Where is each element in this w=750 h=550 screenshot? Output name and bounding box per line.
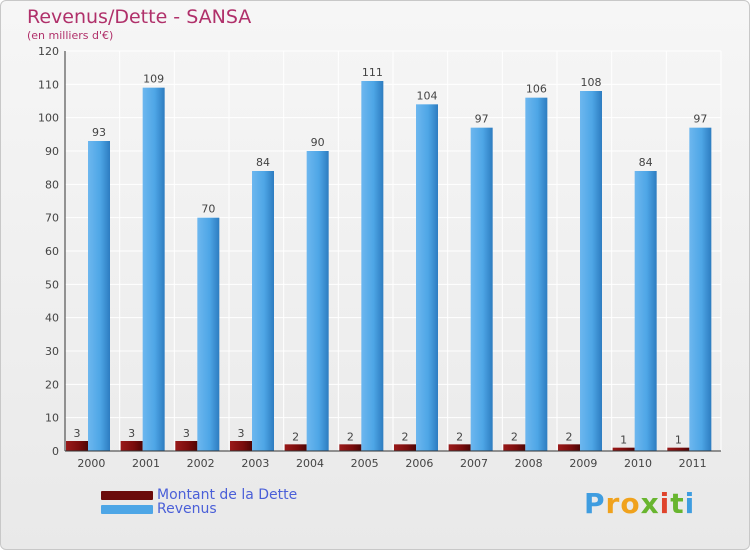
bar-debt: [612, 447, 635, 451]
data-label-revenus: 106: [526, 83, 547, 96]
y-tick-label: 20: [45, 378, 59, 391]
data-label-debt: 1: [675, 434, 682, 447]
legend-item-debt: Montant de la Dette: [101, 487, 297, 503]
x-tick-label: 2010: [624, 457, 652, 470]
x-tick-label: 2007: [460, 457, 488, 470]
bar-debt: [558, 444, 580, 451]
y-tick-label: 0: [52, 445, 59, 458]
data-label-revenus: 97: [475, 113, 489, 126]
bar-debt: [394, 444, 416, 451]
axis-layer: 0 10 20 30 40 50 60 70 80 90 100 110 120 2000 2001 2002…: [38, 45, 721, 470]
bar-chart: 3 93 3 109 3 70 3 84 2 90 2 111 2 104 2 97 2 106 2 108 1 84 1 9…: [38, 45, 722, 470]
bar-debt: [503, 444, 526, 451]
proxiti-logo: Proxiti: [584, 487, 696, 520]
bar-revenus: [197, 217, 220, 451]
bar-debt: [284, 444, 307, 451]
bar-revenus: [525, 97, 548, 452]
bar-debt: [339, 444, 362, 451]
legend-item-revenus: Revenus: [101, 501, 217, 517]
bar-revenus: [142, 87, 165, 452]
labels-layer: 3 93 3 109 3 70 3 84 2 90 2 111 2 104 2 97 2 106 2 108 1 84 1 9…: [74, 66, 708, 447]
legend-label-debt: Montant de la Dette: [157, 487, 298, 503]
grid-layer: [64, 50, 722, 452]
data-label-debt: 3: [128, 427, 135, 440]
bar-debt: [175, 441, 198, 451]
x-tick-label: 2009: [569, 457, 597, 470]
bar-revenus: [306, 151, 329, 451]
y-tick-label: 60: [45, 245, 59, 258]
x-tick-label: 2008: [515, 457, 543, 470]
bar-debt: [448, 444, 471, 451]
bar-debt: [120, 441, 143, 451]
data-label-revenus: 97: [693, 113, 707, 126]
y-tick-label: 50: [45, 278, 59, 291]
bar-revenus: [580, 91, 602, 451]
bar-revenus: [416, 104, 438, 451]
data-label-revenus: 104: [417, 89, 438, 102]
data-label-revenus: 111: [362, 66, 383, 79]
bars-layer: [66, 81, 712, 452]
y-tick-label: 120: [38, 45, 59, 58]
bar-revenus: [361, 81, 384, 451]
bar-debt: [230, 441, 252, 451]
chart-title: Revenus/Dette - SANSA: [27, 6, 252, 28]
data-label-revenus: 109: [143, 73, 164, 86]
data-label-debt: 2: [566, 430, 573, 443]
x-tick-label: 2001: [132, 457, 160, 470]
bar-debt: [66, 441, 88, 451]
x-tick-label: 2011: [679, 457, 707, 470]
x-tick-label: 2002: [187, 457, 215, 470]
data-label-revenus: 108: [581, 76, 602, 89]
y-tick-label: 90: [45, 145, 59, 158]
x-tick-label: 2000: [77, 457, 105, 470]
bar-revenus: [689, 127, 712, 452]
data-label-debt: 2: [402, 430, 409, 443]
x-tick-label: 2006: [405, 457, 433, 470]
bar-revenus: [634, 171, 657, 451]
y-tick-label: 10: [45, 412, 59, 425]
data-label-revenus: 84: [639, 156, 653, 169]
x-tick-label: 2003: [241, 457, 269, 470]
data-label-debt: 3: [183, 427, 190, 440]
data-label-debt: 3: [74, 427, 81, 440]
x-tick-label: 2004: [296, 457, 324, 470]
y-tick-label: 110: [38, 78, 59, 91]
bar-revenus: [88, 141, 110, 451]
data-label-debt: 2: [347, 430, 354, 443]
data-label-revenus: 93: [92, 126, 106, 139]
data-label-revenus: 90: [311, 136, 325, 149]
y-tick-label: 40: [45, 312, 59, 325]
bar-revenus: [470, 127, 493, 452]
y-tick-label: 80: [45, 178, 59, 191]
legend-swatch-revenus: [101, 504, 153, 514]
data-label-debt: 3: [238, 427, 245, 440]
data-label-debt: 2: [456, 430, 463, 443]
y-tick-label: 100: [38, 112, 59, 125]
y-tick-label: 70: [45, 212, 59, 225]
data-label-debt: 1: [620, 434, 627, 447]
x-tick-label: 2005: [351, 457, 379, 470]
y-tick-label: 30: [45, 345, 59, 358]
legend-swatch-debt: [101, 490, 153, 500]
data-label-revenus: 84: [256, 156, 270, 169]
chart-subtitle: (en milliers d'€): [27, 29, 114, 42]
bar-revenus: [252, 171, 274, 451]
legend-label-revenus: Revenus: [157, 501, 217, 517]
data-label-revenus: 70: [201, 203, 215, 216]
data-label-debt: 2: [292, 430, 299, 443]
bar-debt: [667, 447, 690, 451]
data-label-debt: 2: [511, 430, 518, 443]
